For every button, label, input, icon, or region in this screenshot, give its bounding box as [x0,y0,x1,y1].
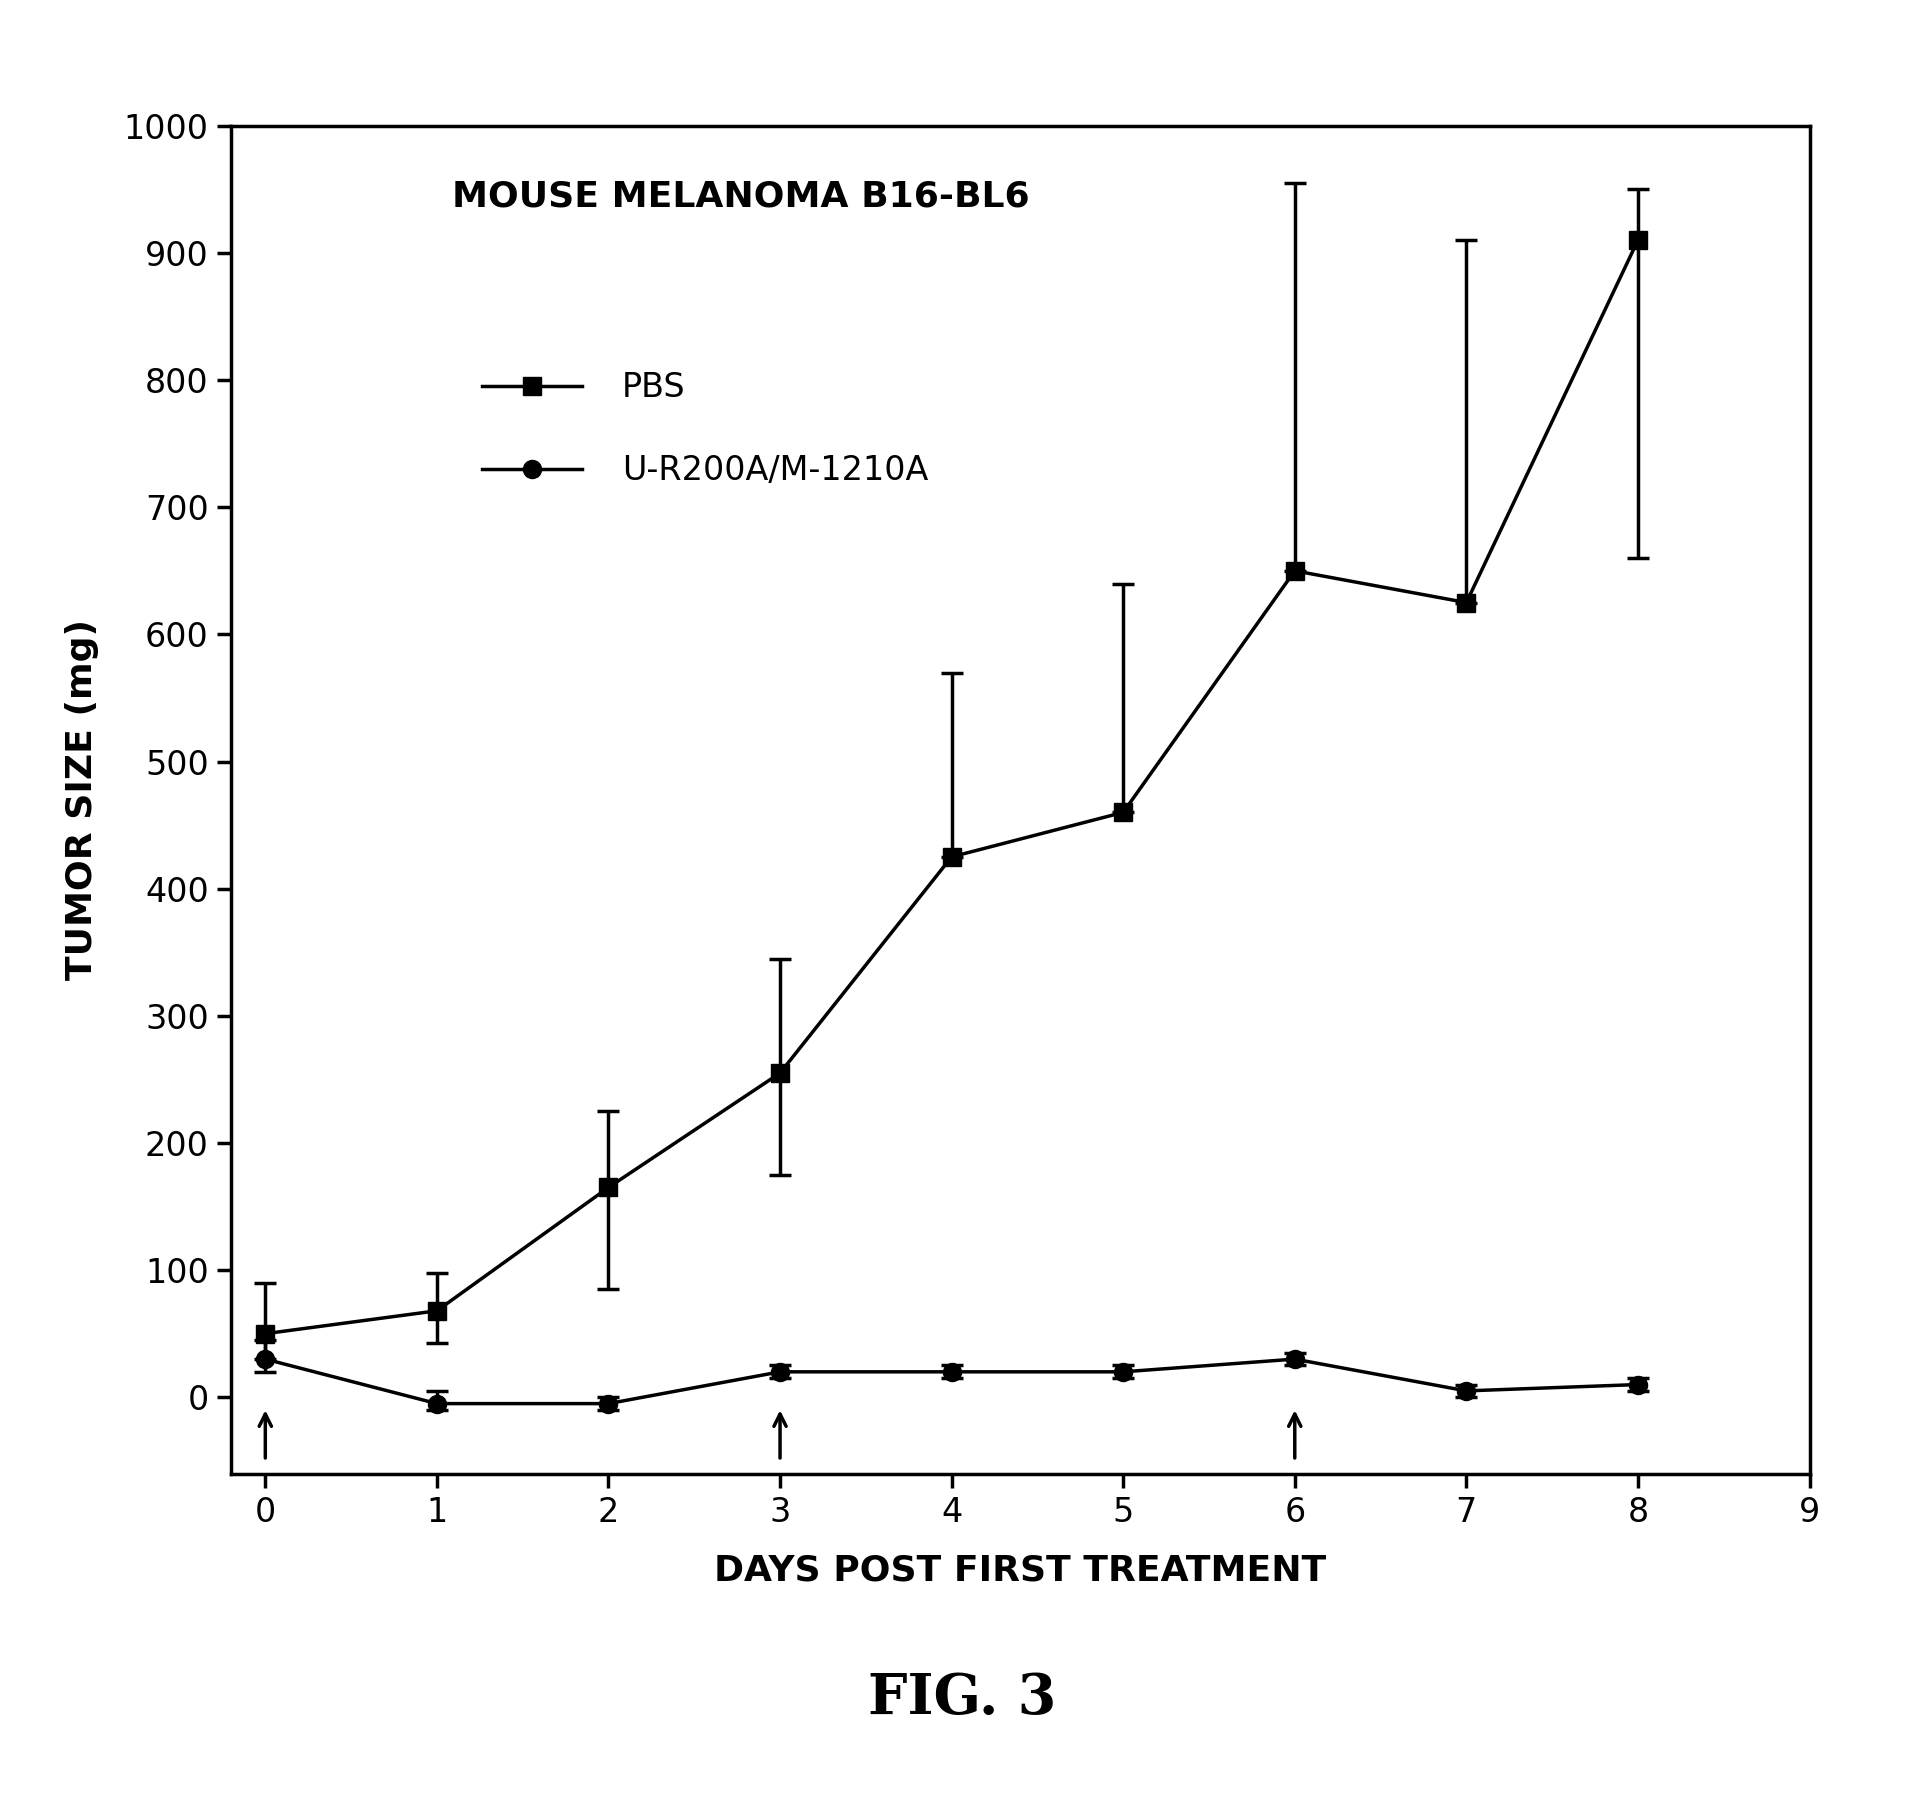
Text: MOUSE MELANOMA B16-BL6: MOUSE MELANOMA B16-BL6 [452,180,1030,214]
Y-axis label: TUMOR SIZE (mg): TUMOR SIZE (mg) [65,620,98,979]
Text: FIG. 3: FIG. 3 [868,1671,1057,1725]
X-axis label: DAYS POST FIRST TREATMENT: DAYS POST FIRST TREATMENT [714,1554,1326,1589]
Legend: PBS, U-R200A/M-1210A: PBS, U-R200A/M-1210A [468,358,941,501]
